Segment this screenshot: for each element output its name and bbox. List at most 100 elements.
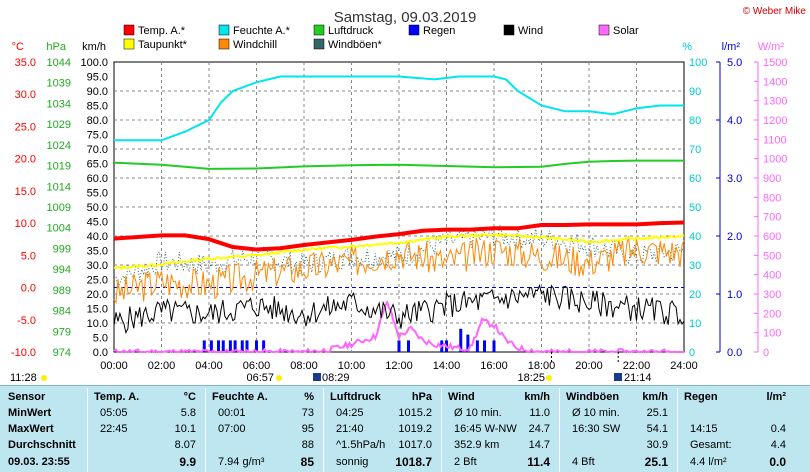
- series-taupunkt-line: [113, 232, 685, 270]
- panel-cell: 4 Bft: [572, 456, 595, 468]
- legend-label: Temp. A.*: [138, 25, 186, 37]
- panel-cell: Luftdruck: [330, 391, 381, 403]
- panel-cell: Wind: [448, 391, 475, 403]
- x-tick-label: 00:00: [100, 360, 128, 372]
- panel-column-separator: [677, 388, 678, 472]
- axis-tick-rain: 3.0: [727, 173, 742, 185]
- axis-tick-rain: 5.0: [727, 57, 742, 69]
- axis-tick-pressure: 1039: [47, 78, 71, 90]
- panel-cell: 95: [301, 423, 314, 435]
- axis-tick-wind: 20.0: [87, 289, 108, 301]
- axis-tick-solar: 500: [763, 250, 781, 262]
- axis-tick-humidity: 50: [689, 202, 701, 214]
- series-temp-line: [113, 220, 685, 252]
- axis-tick-pressure: 1034: [47, 98, 71, 110]
- moonset-icon: [614, 373, 622, 381]
- axis-tick-pressure: 1014: [47, 181, 71, 193]
- panel-cell: 0.0: [769, 455, 786, 469]
- panel-cell: 5.8: [180, 407, 196, 419]
- panel-cell: Ø 10 min.: [454, 407, 502, 419]
- axis-tick-pressure: 974: [53, 347, 71, 359]
- legend-swatch: [598, 24, 610, 36]
- panel-cell: 352.9 km: [454, 439, 500, 451]
- panel-cell: km/h: [524, 391, 550, 403]
- panel-cell: 0.4: [770, 423, 786, 435]
- rain-bar: [492, 340, 496, 352]
- rain-bar: [217, 340, 220, 352]
- x-tick-label: 04:00: [195, 360, 223, 372]
- axis-tick-humidity: 70: [689, 144, 701, 156]
- axis-tick-humidity: 40: [689, 231, 701, 243]
- axis-tick-humidity: 80: [689, 115, 701, 127]
- axis-tick-wind: 65.0: [87, 159, 108, 171]
- axis-tick-solar: 800: [763, 192, 781, 204]
- axis-tick-wind: 45.0: [87, 217, 108, 229]
- panel-cell: 88: [301, 439, 314, 451]
- sunrise-time: 06:57: [246, 372, 274, 384]
- series-wind-line: [113, 283, 685, 335]
- rain-bar: [466, 334, 470, 352]
- x-tick-label: 18:00: [528, 360, 556, 372]
- panel-cell: 04:25: [336, 407, 364, 419]
- panel-cell: 07:00: [218, 423, 246, 435]
- panel-cell: 00:01: [218, 407, 246, 419]
- axis-tick-temp: 20.0: [15, 154, 36, 166]
- axis-unit-pressure: hPa: [46, 41, 66, 53]
- panel-cell: %: [304, 391, 314, 403]
- axis-tick-solar: 100: [763, 328, 781, 340]
- panel-cell: 7.94 g/m³: [218, 456, 265, 468]
- axis-tick-wind: 75.0: [87, 130, 108, 142]
- panel-column-separator: [87, 388, 88, 472]
- x-tick-label: 20:00: [575, 360, 603, 372]
- panel-cell: 54.1: [646, 423, 668, 435]
- panel-cell: 4.4: [770, 439, 786, 451]
- panel-cell: 21:40: [336, 423, 364, 435]
- axis-tick-solar: 0: [763, 347, 769, 359]
- axis-unit-humidity: %: [682, 41, 692, 53]
- panel-cell: 1015.2: [398, 407, 432, 419]
- moonset-time: 21:14: [624, 372, 652, 384]
- axis-tick-solar: 1500: [763, 57, 787, 69]
- rain-bar: [459, 328, 463, 352]
- axis-tick-wind: 100.0: [80, 57, 108, 69]
- panel-cell: Durchschnitt: [8, 439, 76, 451]
- panel-cell: Ø 10 min.: [572, 407, 620, 419]
- legend-swatch: [218, 38, 230, 50]
- x-tick-label: 06:00: [243, 360, 271, 372]
- rain-bar: [240, 340, 244, 352]
- axis-tick-solar: 300: [763, 289, 781, 301]
- panel-cell: 16:30 SW: [572, 423, 621, 435]
- rain-bar: [483, 340, 486, 352]
- axis-tick-humidity: 100: [689, 57, 707, 69]
- axis-tick-pressure: 999: [53, 243, 71, 255]
- axis-tick-temp: 5.0: [21, 250, 36, 262]
- axis-tick-pressure: 994: [53, 264, 71, 276]
- legend-label: Feuchte A.*: [233, 25, 291, 37]
- x-tick-label: 14:00: [433, 360, 461, 372]
- rain-bar: [245, 340, 249, 352]
- axis-tick-wind: 85.0: [87, 101, 108, 113]
- legend-swatch: [123, 24, 135, 36]
- rain-bar: [407, 340, 410, 352]
- axis-tick-temp: 25.0: [15, 121, 36, 133]
- panel-cell: sonnig: [336, 456, 369, 468]
- axis-unit-rain: l/m²: [722, 41, 741, 53]
- legend-swatch: [408, 24, 420, 36]
- sun-marker-icon: [41, 375, 47, 381]
- x-tick-label: 12:00: [385, 360, 413, 372]
- panel-cell: 25.1: [644, 455, 668, 469]
- axis-tick-wind: 90.0: [87, 86, 108, 98]
- rain-bar: [202, 340, 206, 352]
- rain-bar: [262, 340, 266, 352]
- legend-swatch: [313, 24, 325, 36]
- rain-bar: [233, 340, 237, 352]
- panel-cell: 9.9: [179, 455, 196, 469]
- moonrise-time: 08:29: [322, 372, 350, 384]
- x-tick-label: 02:00: [148, 360, 176, 372]
- x-tick-label: 10:00: [338, 360, 366, 372]
- axis-tick-wind: 0.0: [93, 347, 108, 359]
- panel-cell: MinWert: [8, 407, 52, 419]
- panel-cell: Feuchte A.: [212, 391, 268, 403]
- sunset-time: 18:25: [517, 372, 545, 384]
- panel-cell: 14:15: [690, 423, 718, 435]
